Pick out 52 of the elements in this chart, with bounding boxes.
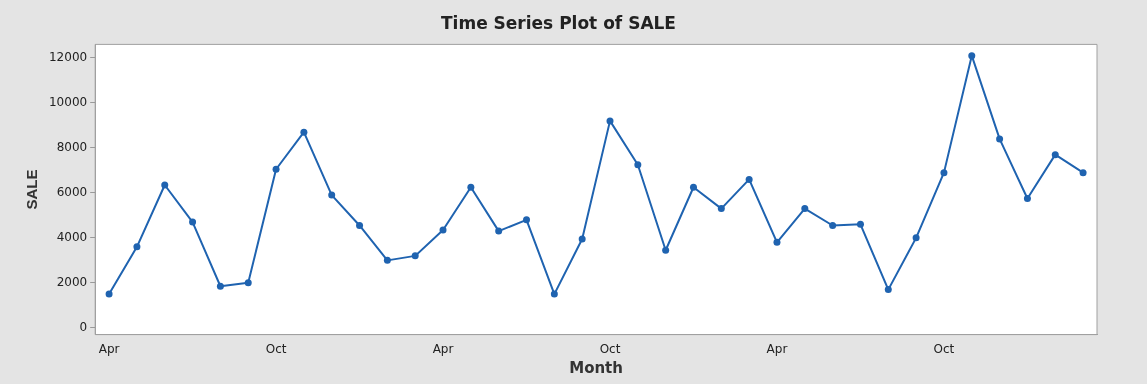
y-tick-label: 10000 [48, 95, 88, 110]
y-tick-label: 4000 [56, 229, 88, 244]
point [383, 256, 391, 264]
point [356, 221, 364, 229]
point [717, 205, 725, 213]
point [662, 246, 670, 254]
y-tick-label: 12000 [48, 50, 88, 65]
point [272, 165, 280, 173]
point [745, 175, 753, 183]
point [105, 290, 113, 298]
point [328, 191, 336, 199]
x-tick-label: Oct [933, 341, 955, 356]
point [439, 226, 447, 234]
point [523, 216, 531, 224]
point [606, 117, 614, 125]
point [161, 181, 169, 189]
point [884, 286, 892, 294]
point [1023, 195, 1031, 202]
point [996, 135, 1004, 143]
y-tick-label: 6000 [56, 185, 88, 199]
x-axis-title: Month [569, 358, 623, 377]
point [244, 279, 252, 287]
point [773, 238, 781, 246]
point [216, 282, 224, 290]
y-tick-label: 0 [79, 319, 88, 334]
point [467, 183, 475, 191]
point [1079, 169, 1087, 177]
point [495, 227, 503, 235]
chart-title: Time Series Plot of SALE [441, 12, 676, 33]
x-tick-label: Oct [599, 341, 621, 356]
point [940, 169, 948, 177]
point [578, 235, 586, 243]
y-tick-label: 2000 [56, 274, 88, 289]
point [1051, 151, 1059, 159]
y-axis-title: SALE [23, 169, 41, 210]
point [300, 128, 308, 136]
point [189, 218, 197, 226]
x-tick-label: Apr [432, 341, 454, 356]
x-tick-label: Apr [98, 341, 120, 356]
y-tick-label: 8000 [56, 140, 88, 155]
point [689, 183, 697, 191]
point [912, 234, 920, 242]
point [550, 290, 558, 298]
point [634, 161, 642, 169]
x-tick-label: Oct [265, 341, 287, 356]
point [133, 243, 141, 251]
point [411, 252, 419, 260]
x-tick-label: Apr [766, 341, 788, 356]
point [801, 205, 809, 213]
point [856, 220, 864, 228]
point [968, 52, 976, 60]
point [829, 221, 837, 229]
